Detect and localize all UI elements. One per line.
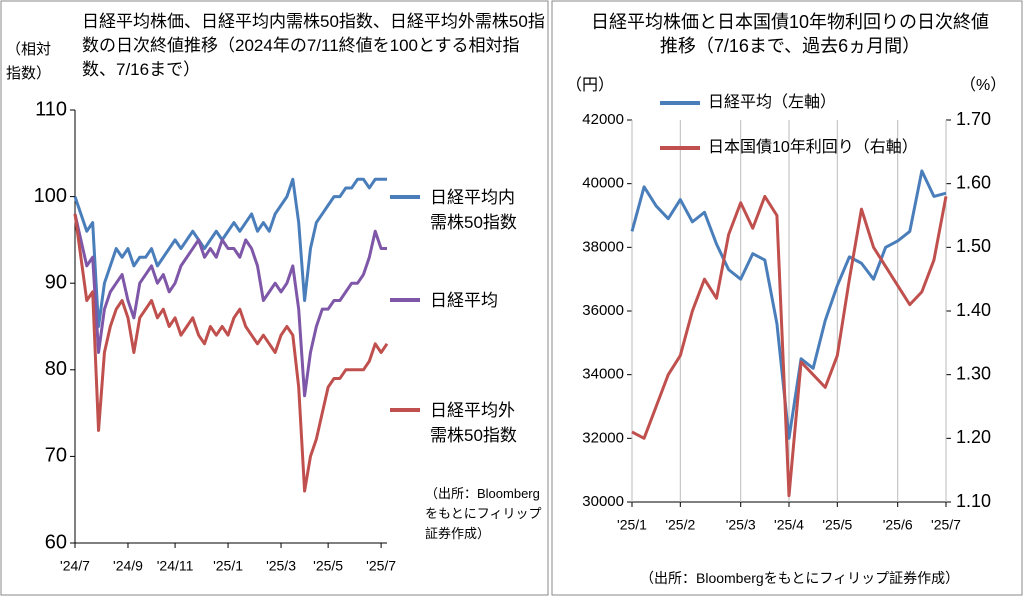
y-axis-label: （円） [566,77,615,94]
x-tick-label: '25/2 [665,517,695,533]
y-tick-label: 32000 [582,429,624,446]
x-tick-label: '25/1 [213,558,243,574]
legend-label: 日経平均内需株50指数 [430,188,517,232]
x-tick-label: '24/7 [60,558,90,574]
y-tick-label: 40000 [582,175,624,192]
x-tick-label: '25/7 [931,517,961,533]
y-tick-label: 90 [45,271,67,293]
legend-label: 日経平均 [430,291,498,310]
y-tick-label: 60 [45,531,67,553]
x-tick-label: '25/3 [726,517,756,533]
y-tick-label: 70 [45,445,67,467]
x-tick-label: '25/5 [313,558,343,574]
series-line [73,213,389,493]
series-line [631,194,948,498]
y-tick-label: 80 [45,358,67,380]
y2-tick-label: 1.70 [956,109,991,129]
x-tick-label: '25/6 [883,517,913,533]
x-tick-label: '25/7 [366,558,396,574]
x-tick-label: '25/4 [774,517,804,533]
y-tick-label: 38000 [582,238,624,255]
y-axis-label: （相対指数） [6,41,52,82]
y2-tick-label: 1.50 [956,236,991,256]
y-tick-label: 110 [35,98,67,120]
y2-axis-label: （%） [960,77,1007,94]
panel-border [0,0,549,596]
y-tick-label: 34000 [582,366,624,383]
y2-tick-label: 1.30 [956,363,991,383]
series-line [73,177,387,328]
source-note: （出所：Bloombergをもとにフィリップ証券作成） [425,486,542,541]
y-tick-label: 42000 [582,111,624,128]
y-tick-label: 36000 [582,302,624,319]
source-note: （出所：Bloombergをもとにフィリップ証券作成） [640,570,960,586]
legend-label: 日本国債10年利回り（右軸） [708,139,918,156]
panel-border [551,0,1023,596]
x-tick-label: '24/11 [157,558,194,574]
chart-title: 日経平均株価、日経平均内需株50指数、日経平均外需株50指数の日次終値推移（20… [82,12,545,79]
chart-title: 日経平均株価と日本国債10年物利回りの日次終値推移（7/16まで、過去6ヵ月間） [590,12,990,56]
y2-tick-label: 1.10 [956,491,991,511]
x-tick-label: '24/9 [113,558,143,574]
x-tick-label: '25/5 [822,517,852,533]
x-tick-label: '25/3 [266,558,296,574]
y-tick-label: 100 [34,185,67,207]
x-tick-label: '25/1 [617,517,647,533]
y2-tick-label: 1.20 [956,427,991,447]
series-line [73,213,387,398]
y-tick-label: 30000 [582,493,624,510]
y2-tick-label: 1.60 [956,172,991,192]
legend-label: 日経平均外需株50指数 [430,401,517,445]
series-line [630,169,947,440]
y2-tick-label: 1.40 [956,300,991,320]
legend-label: 日経平均（左軸） [708,94,837,111]
